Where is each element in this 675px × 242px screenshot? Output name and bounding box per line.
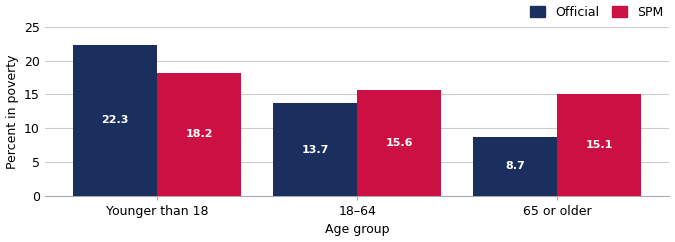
Bar — [357, 90, 441, 196]
Text: 18.2: 18.2 — [186, 129, 213, 139]
Text: 8.7: 8.7 — [505, 161, 525, 171]
Legend: Official, SPM: Official, SPM — [531, 6, 664, 19]
Y-axis label: Percent in poverty: Percent in poverty — [5, 54, 18, 168]
Bar — [157, 73, 241, 196]
Text: 15.6: 15.6 — [385, 138, 413, 148]
Bar — [473, 137, 557, 196]
Text: 13.7: 13.7 — [302, 144, 329, 154]
X-axis label: Age group: Age group — [325, 223, 389, 236]
Text: 22.3: 22.3 — [101, 115, 129, 125]
Bar — [273, 103, 357, 196]
Bar — [557, 94, 641, 196]
Bar — [74, 45, 157, 196]
Text: 15.1: 15.1 — [585, 140, 613, 150]
